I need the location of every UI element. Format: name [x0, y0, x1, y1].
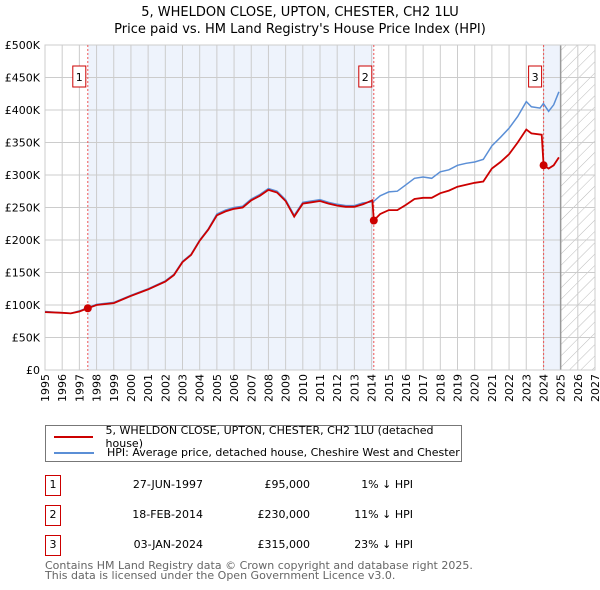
title-line-2: Price paid vs. HM Land Registry's House … [114, 22, 486, 37]
x-tick-label: 2005 [211, 374, 224, 402]
x-tick-label: 2012 [331, 374, 344, 402]
sale-marker-label: 2 [362, 71, 369, 84]
sale-price: £315,000 [257, 538, 311, 551]
sale-hpi-diff: 23% ↓ HPI [354, 538, 413, 551]
title-line-1: 5, WHELDON CLOSE, UPTON, CHESTER, CH2 1L… [141, 5, 459, 20]
sale-marker-box [358, 65, 373, 88]
x-tick-label: 2018 [434, 374, 447, 402]
sale-date: 03-JAN-2024 [133, 538, 203, 551]
sale-marker-label: 3 [532, 71, 539, 84]
x-tick-label: 2014 [366, 374, 379, 402]
x-tick-label: 2007 [245, 374, 258, 402]
y-tick-label: £450K [5, 72, 41, 85]
x-tick-label: 1999 [108, 374, 121, 402]
x-tick-label: 2000 [125, 374, 138, 402]
sale-hpi-diff: 1% ↓ HPI [361, 478, 413, 491]
chart-title: 5, WHELDON CLOSE, UPTON, CHESTER, CH2 1L… [0, 4, 600, 38]
x-tick-label: 2013 [348, 374, 361, 402]
sale-row: 3 03-JAN-2024 £315,000 23% ↓ HPI [45, 535, 445, 556]
legend-label: HPI: Average price, detached house, Ches… [107, 446, 460, 459]
price-chart: 1995 1996 1997 1998 1999 2000 2001 2002 2003 2004… [5, 39, 600, 402]
sale-price: £95,000 [264, 478, 311, 491]
sale-point [369, 216, 378, 225]
footer: Contains HM Land Registry data © Crown c… [45, 559, 473, 582]
property-line-swatch [54, 435, 93, 438]
copyright-text: Contains HM Land Registry data © Crown c… [45, 559, 473, 572]
x-tick-label: 2023 [520, 374, 533, 402]
x-tick-label: 2021 [486, 374, 499, 402]
plot-frame [44, 44, 596, 371]
sale-point [539, 161, 548, 170]
x-tick-label: 2010 [297, 374, 310, 402]
x-tick-label: 2027 [589, 374, 600, 402]
x-tick-label: 2026 [572, 374, 585, 402]
y-tick-label: £250K [5, 202, 41, 215]
x-tick-label: 2001 [142, 374, 155, 402]
sale-date: 18-FEB-2014 [132, 508, 203, 521]
x-tick-label: 2008 [262, 374, 275, 402]
x-tick-label: 2011 [314, 374, 327, 402]
x-tick-label: 2016 [400, 374, 413, 402]
sale-price: £230,000 [257, 508, 311, 521]
x-tick-label: 2019 [452, 374, 465, 402]
y-tick-label: £300K [5, 169, 41, 182]
x-tick-label: 2004 [194, 374, 207, 402]
sale-marker-label: 1 [76, 71, 83, 84]
x-tick-label: 2020 [469, 374, 482, 402]
x-tick-label: 2009 [280, 374, 293, 402]
sale-marker-box [528, 65, 543, 88]
x-tick-label: 2017 [417, 374, 430, 402]
y-tick-label: £0 [26, 364, 40, 377]
x-tick-label: 2025 [555, 374, 568, 402]
legend-label: 5, WHELDON CLOSE, UPTON, CHESTER, CH2 1L… [105, 423, 434, 450]
x-tick-label: 2006 [228, 374, 241, 402]
x-tick-label: 2003 [177, 374, 190, 402]
sale-point [83, 304, 92, 313]
legend: 5, WHELDON CLOSE, UPTON, CHESTER, CH2 1L… [45, 424, 462, 462]
x-tick-label: 1997 [73, 374, 86, 402]
sale-date: 27-JUN-1997 [132, 478, 203, 491]
y-tick-label: £50K [12, 332, 41, 345]
x-tick-label: 1996 [56, 374, 69, 402]
sale-marker-label: 2 [45, 505, 61, 526]
sale-marker-label: 1 [45, 475, 61, 496]
y-tick-label: £150K [5, 267, 41, 280]
x-tick-label: 2022 [503, 374, 516, 402]
sale-marker-box [72, 65, 87, 88]
x-tick-label: 1998 [91, 374, 104, 402]
sale-hpi-diff: 11% ↓ HPI [354, 508, 413, 521]
sale-row: 1 27-JUN-1997 £95,000 1% ↓ HPI [45, 475, 445, 496]
sale-marker-label: 3 [45, 535, 61, 556]
licence-text: This data is licensed under the Open Gov… [45, 569, 396, 582]
legend-item-hpi: HPI: Average price, detached house, Ches… [54, 445, 460, 460]
y-tick-label: £100K [5, 299, 41, 312]
y-tick-label: £200K [5, 234, 41, 247]
y-tick-label: £400K [5, 104, 41, 117]
x-tick-label: 2015 [383, 374, 396, 402]
sale-row: 2 18-FEB-2014 £230,000 11% ↓ HPI [45, 505, 445, 526]
y-tick-label: £500K [5, 39, 41, 52]
x-tick-label: 2002 [159, 374, 172, 402]
hpi-line-swatch [54, 451, 94, 454]
property-price-line [44, 128, 560, 315]
x-tick-label: 2024 [537, 374, 550, 402]
y-tick-label: £350K [5, 137, 41, 150]
x-tick-label: 1995 [39, 374, 52, 402]
legend-item-property: 5, WHELDON CLOSE, UPTON, CHESTER, CH2 1L… [54, 424, 461, 450]
